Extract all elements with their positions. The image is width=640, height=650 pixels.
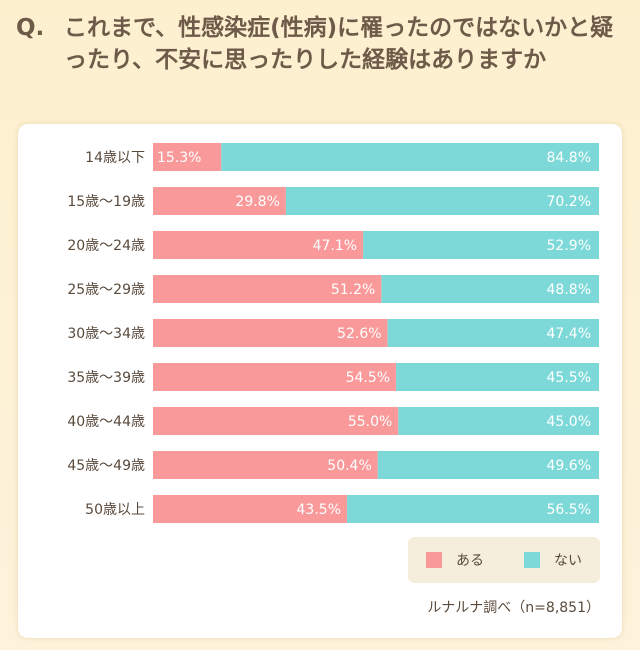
legend-swatch-no xyxy=(524,552,540,568)
legend: ある ない xyxy=(408,537,600,583)
value-label-yes: 51.2% xyxy=(331,282,375,298)
legend-label-yes: ある xyxy=(456,553,484,569)
value-label-no: 84.8% xyxy=(547,150,591,166)
bar-row: 35歳〜39歳 54.5% 45.5% xyxy=(67,363,599,391)
bar-yes xyxy=(153,495,348,523)
bar-no xyxy=(387,319,599,347)
bar-row: 20歳〜24歳 47.1% 52.9% xyxy=(67,231,599,259)
value-label-no: 70.2% xyxy=(547,194,591,210)
bar-yes xyxy=(153,407,399,435)
value-label-yes: 43.5% xyxy=(297,502,341,518)
category-label: 50歳以上 xyxy=(85,502,145,518)
value-label-yes: 15.3% xyxy=(157,150,201,166)
bar-yes xyxy=(153,451,378,479)
bar-row: 45歳〜49歳 50.4% 49.6% xyxy=(67,451,599,479)
value-label-no: 56.5% xyxy=(547,502,591,518)
category-label: 25歳〜29歳 xyxy=(67,282,145,298)
category-label: 30歳〜34歳 xyxy=(67,326,145,342)
value-label-yes: 52.6% xyxy=(337,326,381,342)
bar-yes xyxy=(153,187,286,215)
category-label: 40歳〜44歳 xyxy=(67,414,145,430)
source-note: ルナルナ調べ（n=8,851） xyxy=(427,600,600,616)
legend-label-no: ない xyxy=(554,553,582,569)
bar-row: 30歳〜34歳 52.6% 47.4% xyxy=(67,319,599,347)
value-label-no: 45.5% xyxy=(547,370,591,386)
bar-row: 25歳〜29歳 51.2% 48.8% xyxy=(67,275,599,303)
question-prefix: Q. xyxy=(16,15,45,41)
question-title: Q. これまで、性感染症(性病)に罹ったのではないかと疑ったり、不安に思ったりし… xyxy=(16,12,624,76)
legend-swatch-yes xyxy=(426,552,442,568)
bar-no xyxy=(398,407,599,435)
bar-yes xyxy=(153,143,222,171)
bar-yes xyxy=(153,363,397,391)
category-label: 45歳〜49歳 xyxy=(67,458,145,474)
category-label: 14歳以下 xyxy=(85,150,145,166)
bar-yes xyxy=(153,275,382,303)
bar-no xyxy=(285,187,599,215)
legend-box xyxy=(408,537,600,583)
bar-no xyxy=(381,275,599,303)
value-label-yes: 55.0% xyxy=(348,414,392,430)
value-label-yes: 54.5% xyxy=(346,370,390,386)
stacked-bar-chart: 14歳以下 15.3% 84.8% 15歳〜19歳 29.8% 70.2% 20歳〜24歳 4… xyxy=(67,143,600,616)
bar-no xyxy=(221,143,599,171)
category-label: 20歳〜24歳 xyxy=(67,238,145,254)
bar-no xyxy=(377,451,599,479)
value-label-yes: 47.1% xyxy=(313,238,357,254)
value-label-no: 52.9% xyxy=(547,238,591,254)
value-label-no: 48.8% xyxy=(547,282,591,298)
value-label-no: 45.0% xyxy=(547,414,591,430)
question-text: これまで、性感染症(性病)に罹ったのではないかと疑ったり、不安に思ったりした経験… xyxy=(64,15,614,73)
bar-yes xyxy=(153,231,364,259)
value-label-no: 49.6% xyxy=(547,458,591,474)
bar-no xyxy=(396,363,599,391)
bars-group: 14歳以下 15.3% 84.8% 15歳〜19歳 29.8% 70.2% 20歳〜24歳 4… xyxy=(67,143,599,523)
bar-row: 14歳以下 15.3% 84.8% xyxy=(85,143,599,171)
bar-yes xyxy=(153,319,388,347)
value-label-yes: 50.4% xyxy=(327,458,371,474)
bar-row: 50歳以上 43.5% 56.5% xyxy=(85,495,599,523)
category-label: 35歳〜39歳 xyxy=(67,370,145,386)
chart-panel: 14歳以下 15.3% 84.8% 15歳〜19歳 29.8% 70.2% 20歳〜24歳 4… xyxy=(18,124,622,638)
bar-no xyxy=(347,495,599,523)
category-label: 15歳〜19歳 xyxy=(67,194,145,210)
bar-no xyxy=(363,231,599,259)
bar-row: 15歳〜19歳 29.8% 70.2% xyxy=(67,187,599,215)
bar-row: 40歳〜44歳 55.0% 45.0% xyxy=(67,407,599,435)
value-label-no: 47.4% xyxy=(547,326,591,342)
value-label-yes: 29.8% xyxy=(235,194,279,210)
